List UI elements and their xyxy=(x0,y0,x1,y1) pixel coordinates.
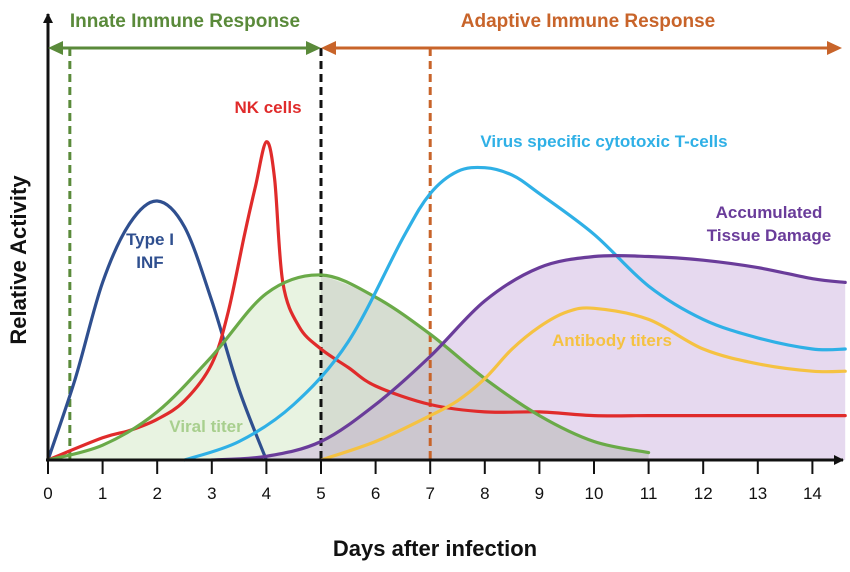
type-i-inf-line xyxy=(46,199,268,462)
adaptive-immune-response-label: Adaptive Immune Response xyxy=(461,11,715,32)
virus-specific-cytotoxic-t-cells-line xyxy=(182,165,847,462)
x-tick-label: 3 xyxy=(207,484,216,503)
innate-immune-response-label: Innate Immune Response xyxy=(70,11,300,32)
accumulated-tissue-damage-label: Accumulated Tissue Damage xyxy=(707,203,831,245)
x-tick-label: 1 xyxy=(98,484,107,503)
accumulated-tissue-damage-label-line: Tissue Damage xyxy=(707,226,831,245)
series-labels: Type I INF NK cells Viral titer Virus specif… xyxy=(126,98,831,436)
x-tick-label: 7 xyxy=(425,484,434,503)
x-tick-label: 10 xyxy=(585,484,604,503)
viral-titer-line xyxy=(46,273,651,462)
virus-specific-cytotoxic-t-cells-label: Virus specific cytotoxic T-cells xyxy=(480,132,727,151)
type-i-inf-label-line: INF xyxy=(136,253,163,272)
x-tick-label: 5 xyxy=(316,484,325,503)
x-tick-label: 14 xyxy=(803,484,822,503)
x-tick-label: 9 xyxy=(535,484,544,503)
nk-cells-label-line: NK cells xyxy=(234,98,301,117)
antibody-titers-line xyxy=(319,306,847,462)
virus-specific-cytotoxic-t-cells-label-line: Virus specific cytotoxic T-cells xyxy=(480,132,727,151)
x-tick-label: 13 xyxy=(748,484,767,503)
viral-titer-label-line: Viral titer xyxy=(169,417,243,436)
x-tick-label: 11 xyxy=(640,484,658,503)
innate-immune-response-arrow-left-head xyxy=(48,41,63,55)
accumulated-tissue-damage-line xyxy=(210,253,847,462)
series-lines xyxy=(46,140,847,462)
adaptive-immune-response-arrow-right-head xyxy=(827,41,842,55)
x-tick-label: 2 xyxy=(152,484,161,503)
innate-immune-response-arrow-right-head xyxy=(306,41,321,55)
antibody-titers-label-line: Antibody titers xyxy=(552,331,672,350)
x-ticks: 0 1 2 3 4 5 6 7 8 9 10 11 12 13 14 xyxy=(43,460,822,503)
x-axis-label: Days after infection xyxy=(333,536,537,561)
nk-cells-label: NK cells xyxy=(234,98,301,117)
y-axis-label: Relative Activity xyxy=(6,175,31,345)
adaptive-immune-response-arrow-left-head xyxy=(321,41,336,55)
accumulated-tissue-damage-label-line: Accumulated xyxy=(716,203,823,222)
overlap-area xyxy=(321,275,649,460)
viral-titer-label: Viral titer xyxy=(169,417,243,436)
x-tick-label: 0 xyxy=(43,484,52,503)
x-tick-label: 12 xyxy=(694,484,713,503)
x-tick-label: 6 xyxy=(371,484,380,503)
nk-cells-line xyxy=(46,140,847,462)
x-tick-label: 8 xyxy=(480,484,489,503)
x-tick-label: 4 xyxy=(262,484,271,503)
antibody-titers-label: Antibody titers xyxy=(552,331,672,350)
phase-arrows: Innate Immune Response Adaptive Immune Re… xyxy=(48,11,842,55)
type-i-inf-label-line: Type I xyxy=(126,230,174,249)
type-i-inf-label: Type I INF xyxy=(126,230,174,272)
